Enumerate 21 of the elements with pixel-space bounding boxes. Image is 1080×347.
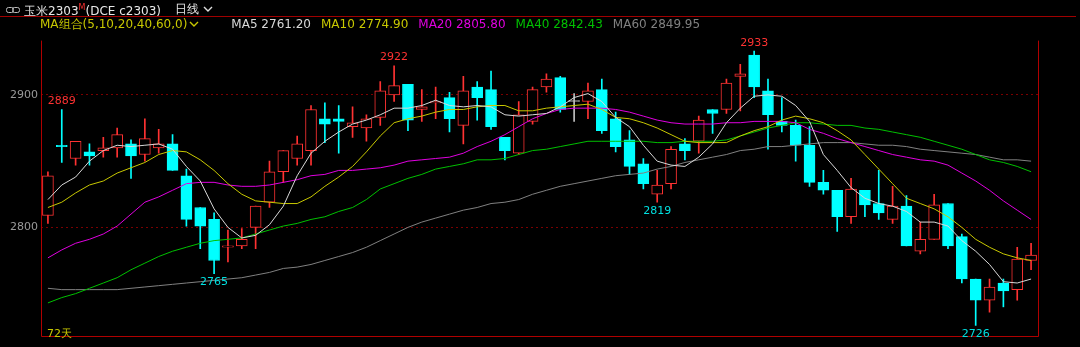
y-tick-label: 2800 <box>10 220 38 234</box>
candlestick <box>734 64 747 112</box>
text: MA5 2761.20 <box>231 17 311 32</box>
text: MA10 2774.90 <box>321 17 409 32</box>
candlestick <box>388 65 400 102</box>
candlestick <box>222 229 234 263</box>
y-tick-label: 2900 <box>10 87 38 101</box>
candlestick <box>1025 242 1037 271</box>
annotation: 2922 <box>380 50 409 64</box>
chart-title: 玉米2303$^{M}$(DCE c2303) <box>24 2 161 18</box>
text: MA60 2849.95 <box>612 17 701 32</box>
text: MA20 2805.80 <box>418 17 506 32</box>
candlestick <box>872 170 885 220</box>
annotation: 2765 <box>200 275 229 289</box>
annotation: 2889 <box>47 93 76 107</box>
candlestick <box>319 102 331 143</box>
annotation: 2819 <box>643 203 672 217</box>
chart-subtitle: 日线 <box>174 2 199 17</box>
legend-title: MA组合(5,10,20,40,60,0) <box>40 17 189 32</box>
text: MA40 2842.43 <box>515 17 603 32</box>
annotation: 2933 <box>740 35 769 49</box>
